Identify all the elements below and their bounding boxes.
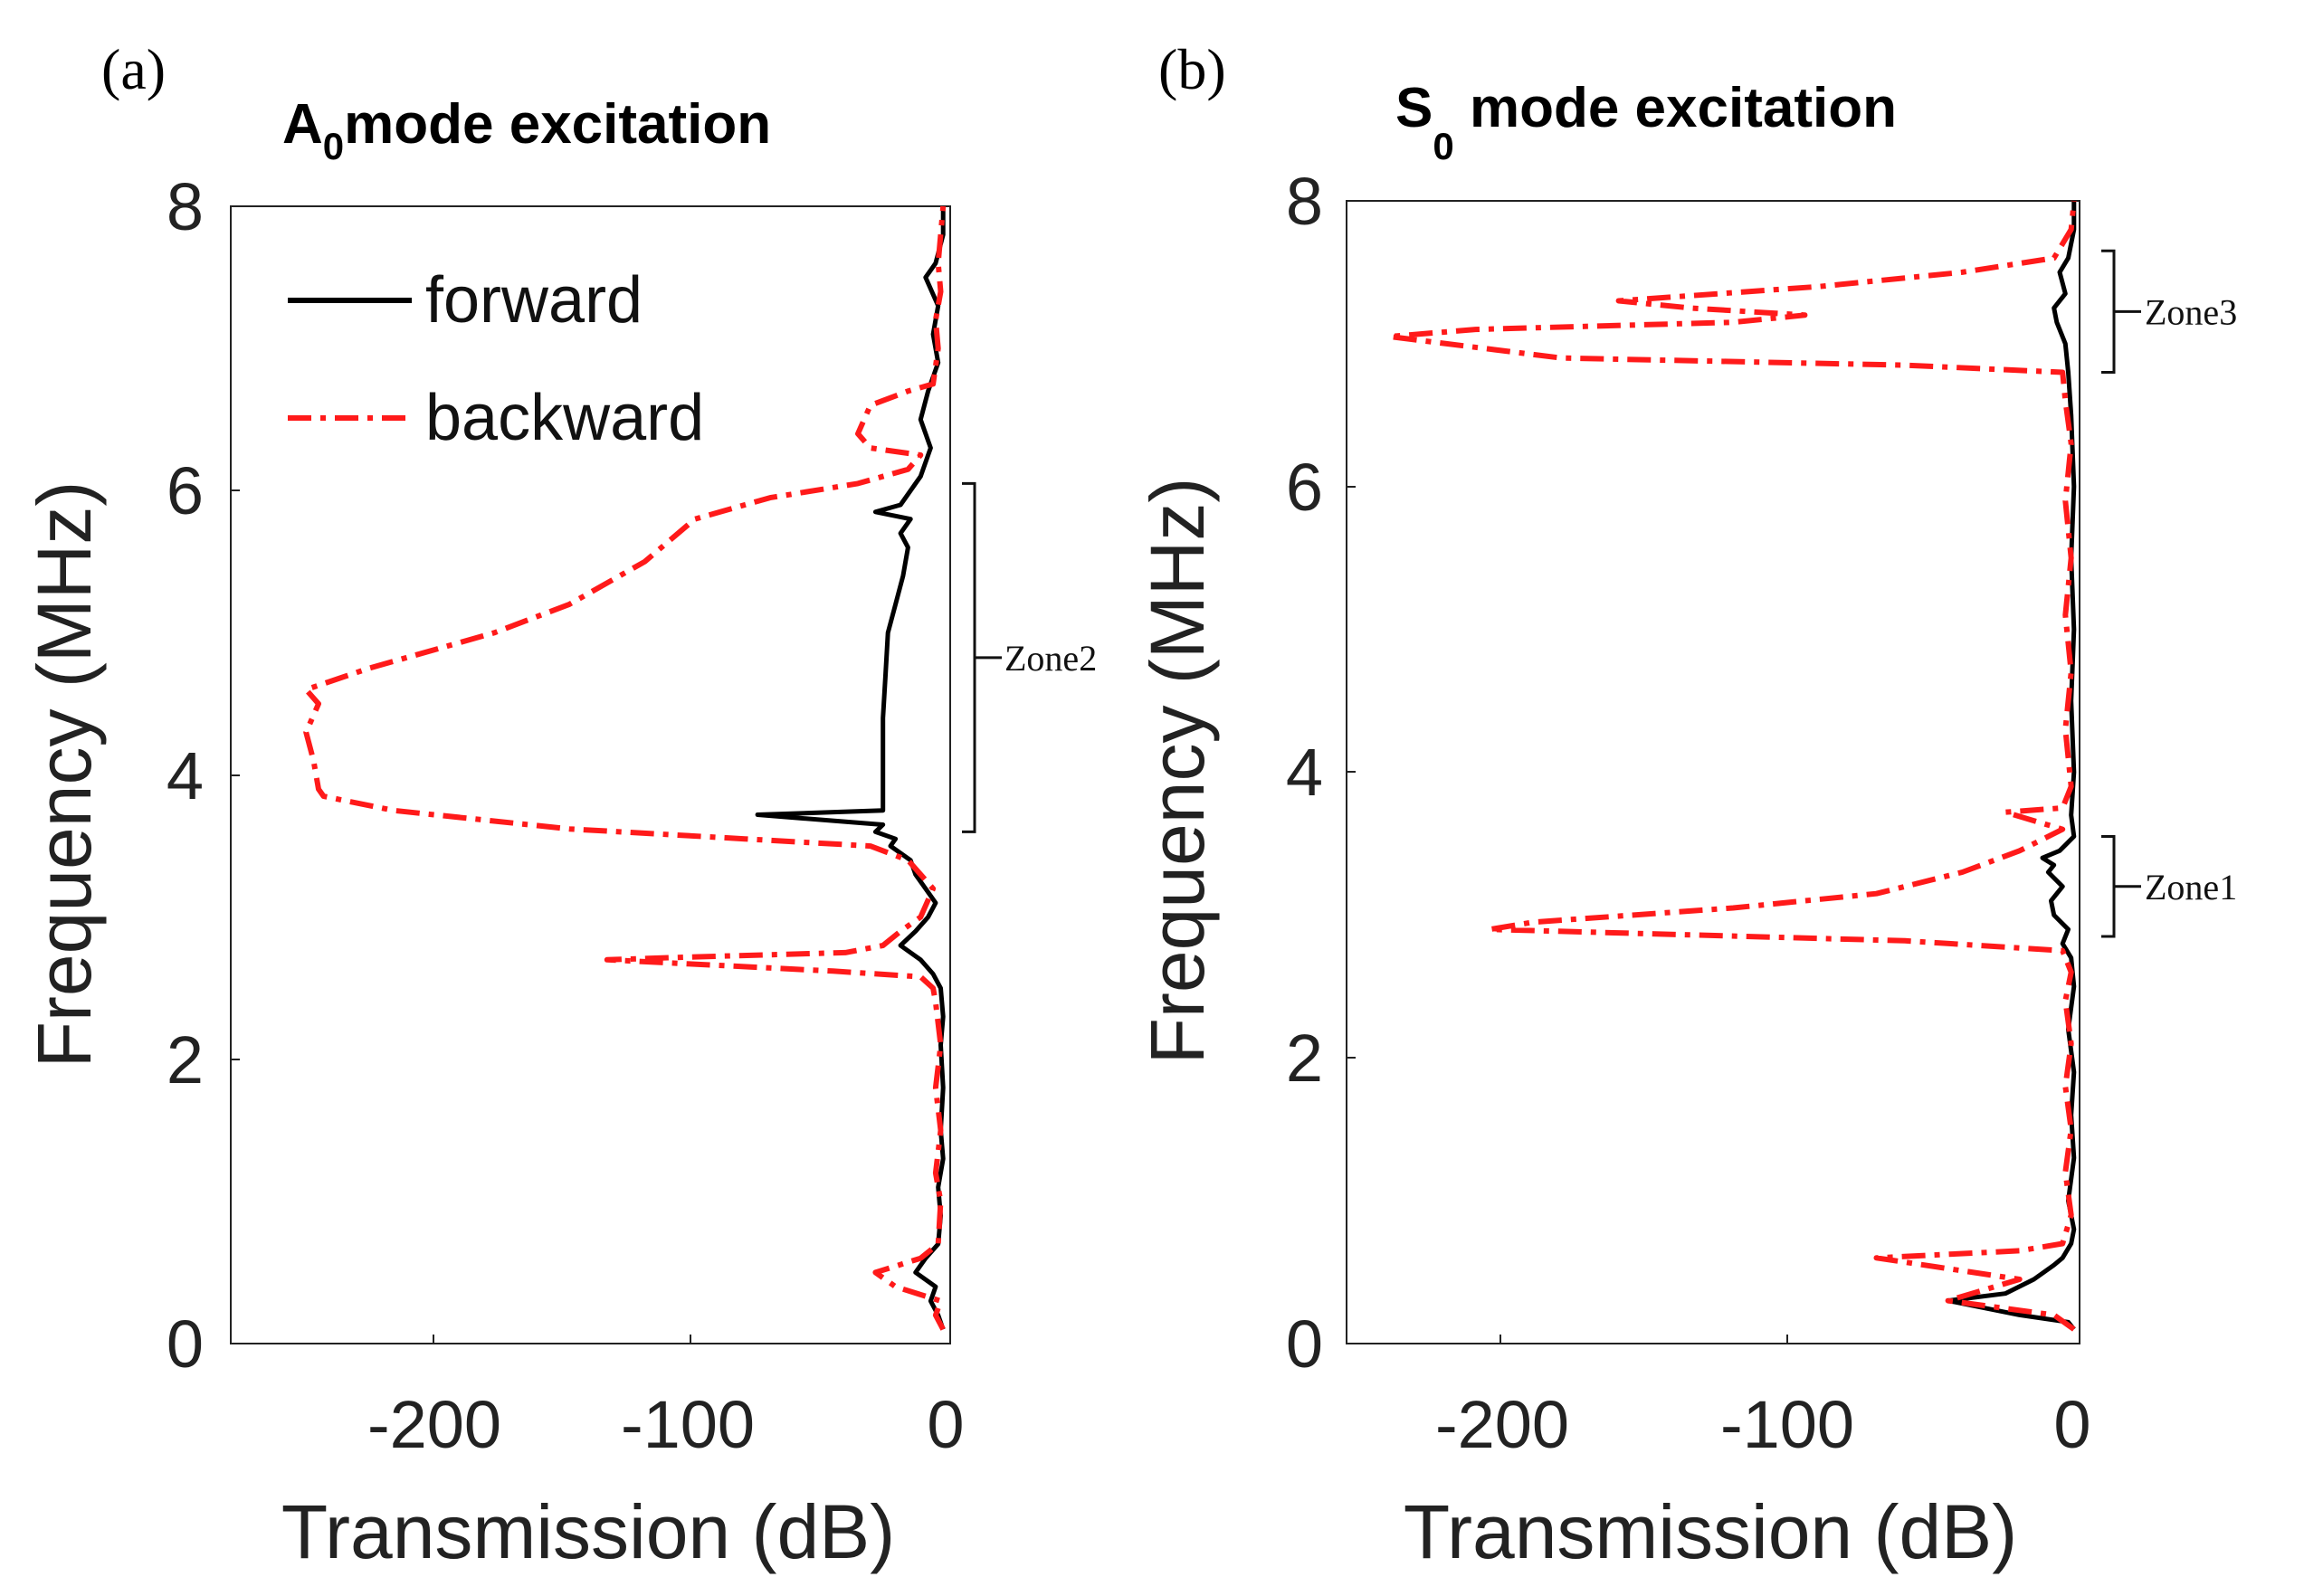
legend-backward-label: backward [425,382,704,454]
panel-b-yticks: 0 2 4 6 8 [1286,164,1323,1382]
panel-a-series-forward-line [755,206,946,1331]
panel-a-plot-area [230,205,951,1344]
panel-b-xtick-marks [1500,1335,1788,1344]
legend: forward backward [288,264,704,454]
panel-a-series-backward-line [303,205,947,1331]
panel-a-ytick-6: 6 [167,453,204,528]
panel-b-zone-label-1: Zone1 [2145,867,2237,907]
panel-b-ytick-4: 4 [1286,735,1323,810]
panel-a-xtick-0: 0 [927,1387,964,1462]
panel-b-title: S0 mode excitation [1395,77,1897,167]
panel-b-tag: (b) [1158,37,1226,101]
panel-a-title-main: A [282,93,323,156]
panel-b-xlabel: Transmission (dB) [1404,1489,2017,1574]
panel-a-title-sub: 0 [323,125,344,167]
panel-a-xticks: -200 -100 0 [367,1387,965,1462]
panel-a-ylabel: Frequency (MHz) [22,481,107,1069]
panel-b-title-main: S [1395,77,1433,139]
panel-b-title-sub: 0 [1433,125,1453,167]
panel-a-ytick-0: 0 [167,1306,204,1382]
panel-a-title: A0mode excitation [282,93,771,167]
panel-b-xtick-m100: -100 [1720,1387,1854,1462]
panel-b-xticks: -200 -100 0 [1435,1387,2091,1462]
zone-brackets-b: Zone3 Zone1 [2101,249,2237,938]
panel-b-ylabel: Frequency (MHz) [1135,478,1220,1065]
panel-a-ytick-8: 8 [167,169,204,244]
panel-b-ytick-2: 2 [1286,1021,1323,1096]
panel-a-xtick-m200: -200 [367,1387,501,1462]
panel-b-title-rest: mode excitation [1454,77,1897,139]
panel-a-xtick-marks [433,1335,691,1344]
panel-b-ytick-6: 6 [1286,450,1323,525]
panel-a-ytick-2: 2 [167,1022,204,1097]
zone2-bracket: Zone2 [962,481,1097,833]
legend-forward-label: forward [425,264,643,337]
panel-b-zone-bracket-1 [2101,835,2141,938]
panel-a-tag: (a) [101,37,166,101]
panel-a: (a) A0mode excitation 0 2 4 6 8 -200 -10… [22,37,1097,1574]
panel-b-series-backward-line [1386,200,2077,1332]
panel-a-xlabel: Transmission (dB) [281,1489,895,1574]
panel-b-ytick-8: 8 [1286,164,1323,239]
panel-b-plot-area [1346,200,2080,1344]
panel-a-zone-bracket-0 [962,481,1002,833]
panel-a-ytick-marks [231,489,240,1060]
panel-b-ytick-0: 0 [1286,1306,1323,1382]
panel-a-ytick-4: 4 [167,738,204,813]
panel-b-series-forward-line [1946,201,2077,1331]
panel-a-zone-label-0: Zone2 [1004,638,1097,679]
panel-a-yticks: 0 2 4 6 8 [167,169,204,1382]
panel-a-series [303,205,947,1331]
panel-b-series [1386,200,2077,1332]
panel-b-xtick-m200: -200 [1435,1387,1569,1462]
panel-b-xtick-0: 0 [2053,1387,2090,1462]
panel-b-zone-bracket-0 [2101,249,2141,374]
panel-a-xtick-m100: -100 [621,1387,755,1462]
panel-a-title-rest: mode excitation [344,93,771,156]
panel-b: (b) S0 mode excitation 0 2 4 6 8 -200 -1… [1135,37,2237,1574]
panel-b-zone-label-0: Zone3 [2145,291,2237,332]
panel-b-ytick-marks [1347,486,1356,1059]
